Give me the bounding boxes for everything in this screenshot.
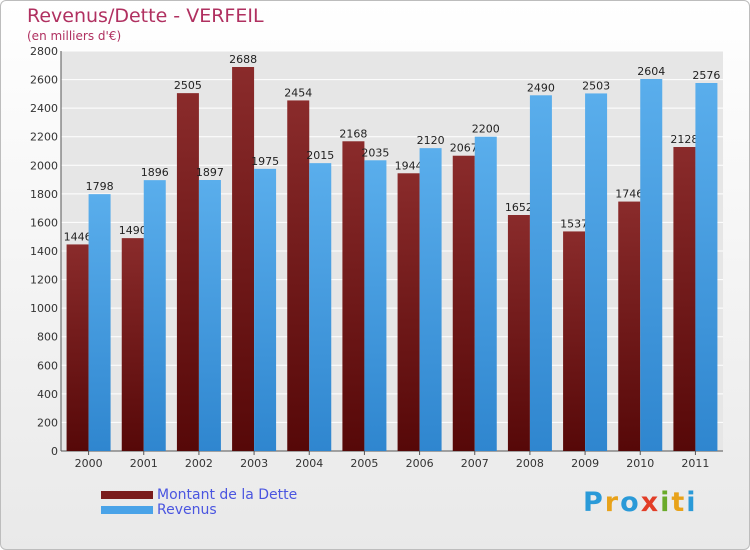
data-label-revenus: 2576 [692,69,720,82]
legend-item-dette: Montant de la Dette [101,486,298,503]
data-label-dette: 1944 [395,159,423,172]
y-tick-label: 400 [37,388,58,401]
data-label-dette: 1537 [560,217,588,230]
bar-dette [563,231,586,451]
bar-revenus [419,148,442,451]
data-label-revenus: 2120 [417,134,445,147]
bar-dette [232,67,255,451]
x-tick-label: 2005 [350,457,378,470]
bar-dette [507,215,530,451]
legend-swatch-revenus [101,505,153,514]
x-tick-label: 2002 [185,457,213,470]
legend-swatch-dette [101,490,153,499]
y-tick-label: 1400 [30,245,58,258]
logo-letter: t [671,487,687,518]
chart-subtitle: (en milliers d'€) [27,29,122,43]
logo-letter: o [620,487,641,518]
legend: Montant de la Dette Revenus [101,486,298,518]
x-tick-label: 2008 [516,457,544,470]
y-tick-label: 600 [37,359,58,372]
bar-dette [397,173,420,452]
bar-revenus [529,95,552,452]
bar-dette [66,244,89,451]
x-tick-label: 2006 [406,457,434,470]
data-label-dette: 2168 [339,127,367,140]
data-label-revenus: 2490 [527,81,555,94]
y-tick-label: 1000 [30,302,58,315]
bar-dette [287,100,310,451]
bar-dette [618,201,641,451]
bar-dette [121,238,144,451]
data-label-revenus: 2015 [306,149,334,162]
logo-letter: i [660,487,672,518]
x-tick-label: 2003 [240,457,268,470]
y-tick-label: 2800 [30,45,58,58]
bar-revenus [474,136,497,451]
data-label-dette: 2067 [450,142,478,155]
logo-letter: x [640,487,661,518]
data-label-revenus: 2503 [582,79,610,92]
data-label-dette: 1446 [64,230,92,243]
logo-letter: i [686,487,698,518]
legend-label-dette: Montant de la Dette [157,486,298,503]
y-tick-label: 1800 [30,188,58,201]
y-tick-label: 2400 [30,102,58,115]
y-tick-label: 1600 [30,216,58,229]
data-label-dette: 2128 [670,133,698,146]
logo-letter: r [604,487,621,518]
x-tick-label: 2010 [626,457,654,470]
x-tick-label: 2009 [571,457,599,470]
legend-label-revenus: Revenus [157,501,217,518]
x-tick-label: 2000 [75,457,103,470]
data-label-revenus: 2604 [637,65,665,78]
chart-title: Revenus/Dette - VERFEIL [27,5,264,27]
bar-revenus [254,168,277,451]
bar-revenus [585,93,608,451]
bar-dette [673,147,696,451]
bar-revenus [143,180,166,451]
y-tick-label: 2200 [30,131,58,144]
data-label-revenus: 1975 [251,155,279,168]
bar-revenus [364,160,387,452]
data-label-dette: 2505 [174,79,202,92]
bar-revenus [88,194,111,451]
data-label-revenus: 2200 [472,123,500,136]
bar-revenus [198,180,221,451]
data-label-revenus: 1896 [141,166,169,179]
logo-letter: P [583,487,605,518]
y-tick-label: 1200 [30,274,58,287]
x-tick-label: 2004 [295,457,323,470]
x-tick-label: 2001 [130,457,158,470]
data-label-revenus: 1798 [86,180,114,193]
x-tick-label: 2007 [461,457,489,470]
y-tick-label: 800 [37,331,58,344]
data-label-dette: 2688 [229,53,257,66]
bar-dette [342,141,365,452]
bar-dette [176,93,199,452]
data-label-dette: 2454 [284,86,312,99]
y-tick-label: 2000 [30,159,58,172]
data-label-dette: 1490 [119,224,147,237]
legend-item-revenus: Revenus [101,501,297,518]
data-label-revenus: 2035 [361,146,389,159]
bar-revenus [640,79,663,451]
y-tick-label: 0 [51,445,58,458]
data-label-dette: 1746 [615,188,643,201]
data-label-dette: 1652 [505,201,533,214]
bar-revenus [309,163,332,451]
y-tick-label: 200 [37,416,58,429]
x-tick-label: 2011 [681,457,709,470]
bar-revenus [695,83,718,451]
proxiti-logo: Proxiti [583,487,698,518]
bar-dette [452,155,475,451]
y-tick-label: 2600 [30,74,58,87]
data-label-revenus: 1897 [196,166,224,179]
